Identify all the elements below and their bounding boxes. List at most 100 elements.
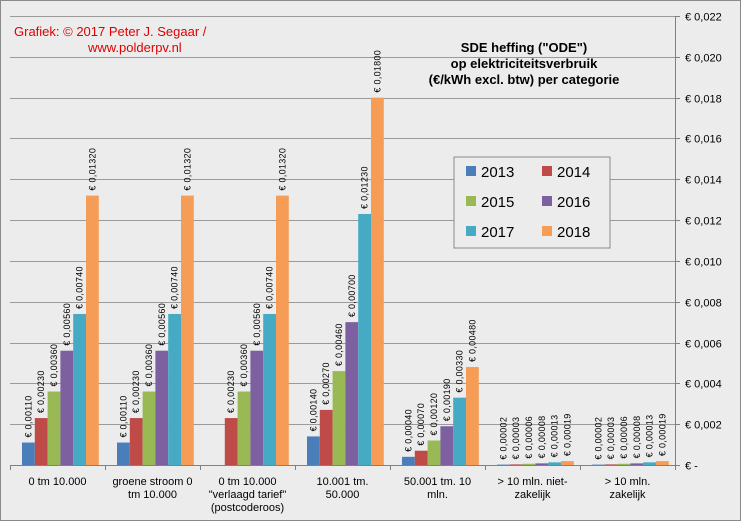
bar-2013 <box>117 442 130 465</box>
bar-2017 <box>358 213 371 465</box>
data-label: € 0,00019 <box>657 413 667 456</box>
x-tick-label: 0 tm 10.000 "verlaagd tarief" (postcoderoo… <box>209 476 287 514</box>
x-tick-label: 10.001 tm. 50.000 <box>317 476 369 501</box>
y-tick-label: € - <box>685 461 698 473</box>
y-tick-labels: € - € 0,002 € 0,004 € 0,006 € 0,008 € 0,010 € … <box>685 12 722 473</box>
bar-2015 <box>617 463 631 465</box>
data-label: € 0,00230 <box>226 370 236 413</box>
bar-2016 <box>155 350 169 465</box>
bar-2015 <box>332 371 346 465</box>
chart-title-line: (€/kWh excl. btw) per categorie <box>429 72 620 87</box>
bar-2018 <box>86 195 99 465</box>
bar-2017 <box>168 313 181 465</box>
data-label: € 0,00740 <box>75 266 85 309</box>
y-tick-label: € 0,014 <box>685 175 722 187</box>
legend-swatch-2013 <box>466 166 476 176</box>
data-label: € 0,00360 <box>144 344 154 387</box>
x-tick-label: > 10 mln. zakelijk <box>605 476 651 501</box>
data-label: € 0,00480 <box>467 319 477 362</box>
x-tick-label: > 10 mln. niet-zakelijk <box>497 476 567 501</box>
chart-title: SDE heffing ("ODE")op elektriciteitsverb… <box>429 40 620 87</box>
bar-2016 <box>345 322 359 465</box>
bar-2018 <box>181 195 194 465</box>
legend-label-2018: 2018 <box>557 224 590 241</box>
bar-2013 <box>307 436 320 465</box>
data-label: € 0,00120 <box>429 393 439 436</box>
chart-title-line: op elektriciteitsverbruik <box>451 56 598 71</box>
data-label: € 0,00003 <box>606 417 616 460</box>
x-tick-label: 0 tm 10.000 <box>28 476 86 488</box>
credit: Grafiek: © 2017 Peter J. Segaar / www.po… <box>14 24 207 55</box>
data-label: € 0,00560 <box>252 303 262 346</box>
bar-2018 <box>371 97 384 466</box>
bar-2013 <box>402 456 415 465</box>
legend-swatch-2015 <box>466 196 476 206</box>
y-tick-label: € 0,004 <box>685 379 722 391</box>
data-label: € 0,00140 <box>308 389 318 432</box>
legend-swatch-2018 <box>542 226 552 236</box>
bar-2017 <box>453 397 466 465</box>
bar-2014 <box>129 418 143 465</box>
bar-2016 <box>250 350 264 465</box>
bar-2017 <box>73 313 86 465</box>
legend-swatch-2017 <box>466 226 476 236</box>
data-label: € 0,00740 <box>265 266 275 309</box>
axes <box>10 16 680 470</box>
y-tick-label: € 0,018 <box>685 94 722 106</box>
bar-2017 <box>643 462 656 465</box>
data-label: € 0,00002 <box>593 417 603 460</box>
data-label: € 0,00270 <box>321 362 331 405</box>
bar-2014 <box>224 418 238 465</box>
data-label: € 0,00560 <box>157 303 167 346</box>
bar-2015 <box>522 463 536 465</box>
data-label: € 0,01230 <box>360 166 370 209</box>
legend-label-2016: 2016 <box>557 194 590 211</box>
data-label: € 0,00330 <box>455 350 465 393</box>
bar-2016 <box>440 426 454 465</box>
data-label: € 0,00003 <box>511 417 521 460</box>
data-label: € 0,00360 <box>239 344 249 387</box>
data-label: € 0,00019 <box>562 413 572 456</box>
bar-2015 <box>142 391 156 465</box>
bar-2018 <box>466 367 479 465</box>
legend: 2013 2014 2015 2016 2017 2018 <box>453 156 611 249</box>
y-tick-label: € 0,020 <box>685 53 722 65</box>
data-labels: € 0,00110€ 0,00230€ 0,00360€ 0,00560€ 0,… <box>23 50 667 460</box>
x-tick-labels: 0 tm 10.000 groene stroom 0 tm 10.000 0 tm … <box>28 476 650 514</box>
data-label: € 0,01320 <box>182 148 192 191</box>
bar-2016 <box>630 463 644 465</box>
bar-2017 <box>263 313 276 465</box>
y-tick-label: € 0,006 <box>685 339 722 351</box>
y-tick-label: € 0,002 <box>685 420 722 432</box>
data-label: € 0,00008 <box>632 416 642 459</box>
y-tick-label: € 0,016 <box>685 134 722 146</box>
data-label: € 0,00230 <box>131 370 141 413</box>
data-label: € 0,00560 <box>62 303 72 346</box>
bar-2015 <box>427 440 441 465</box>
bar-2017 <box>548 462 561 465</box>
y-tick-label: € 0,010 <box>685 257 722 269</box>
data-label: € 0,01320 <box>277 148 287 191</box>
bar-2018 <box>276 195 289 465</box>
data-label: € 0,00002 <box>498 417 508 460</box>
legend-label-2013: 2013 <box>481 164 514 181</box>
y-tick-label: € 0,022 <box>685 12 722 24</box>
legend-swatch-2014 <box>542 166 552 176</box>
data-label: € 0,00700 <box>347 274 357 317</box>
bar-2015 <box>237 391 251 465</box>
data-label: € 0,00008 <box>537 416 547 459</box>
bar-2014 <box>319 409 333 465</box>
bar-2016 <box>535 463 549 465</box>
bar-2014 <box>604 464 618 465</box>
data-label: € 0,01320 <box>87 148 97 191</box>
chart-title-line: SDE heffing ("ODE") <box>461 40 587 55</box>
data-label: € 0,00013 <box>645 415 655 458</box>
bar-2014 <box>509 464 523 465</box>
x-tick-label: groene stroom 0 tm 10.000 <box>112 476 192 501</box>
bar-2014 <box>414 450 428 465</box>
bar-2015 <box>47 391 61 465</box>
data-label: € 0,00360 <box>49 344 59 387</box>
legend-swatch-2016 <box>542 196 552 206</box>
bar-2018 <box>656 461 669 465</box>
